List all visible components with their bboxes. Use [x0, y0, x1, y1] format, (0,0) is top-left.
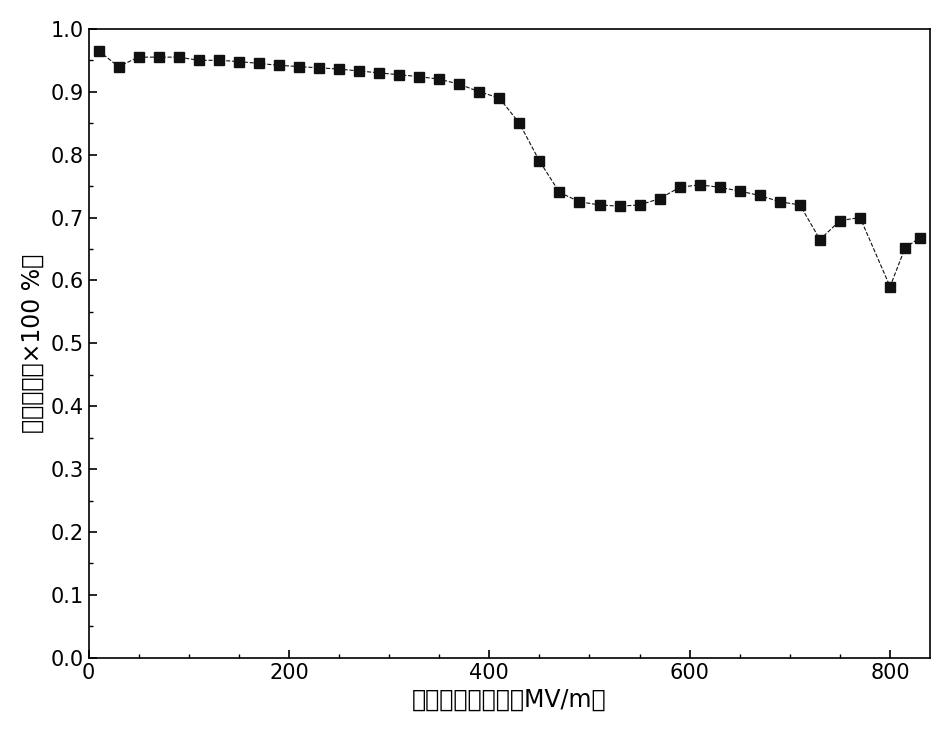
Y-axis label: 储能效率（×100 %）: 储能效率（×100 %）	[21, 254, 45, 433]
X-axis label: 最大尬场强度　（MV/m）: 最大尬场强度 （MV/m）	[412, 688, 607, 712]
